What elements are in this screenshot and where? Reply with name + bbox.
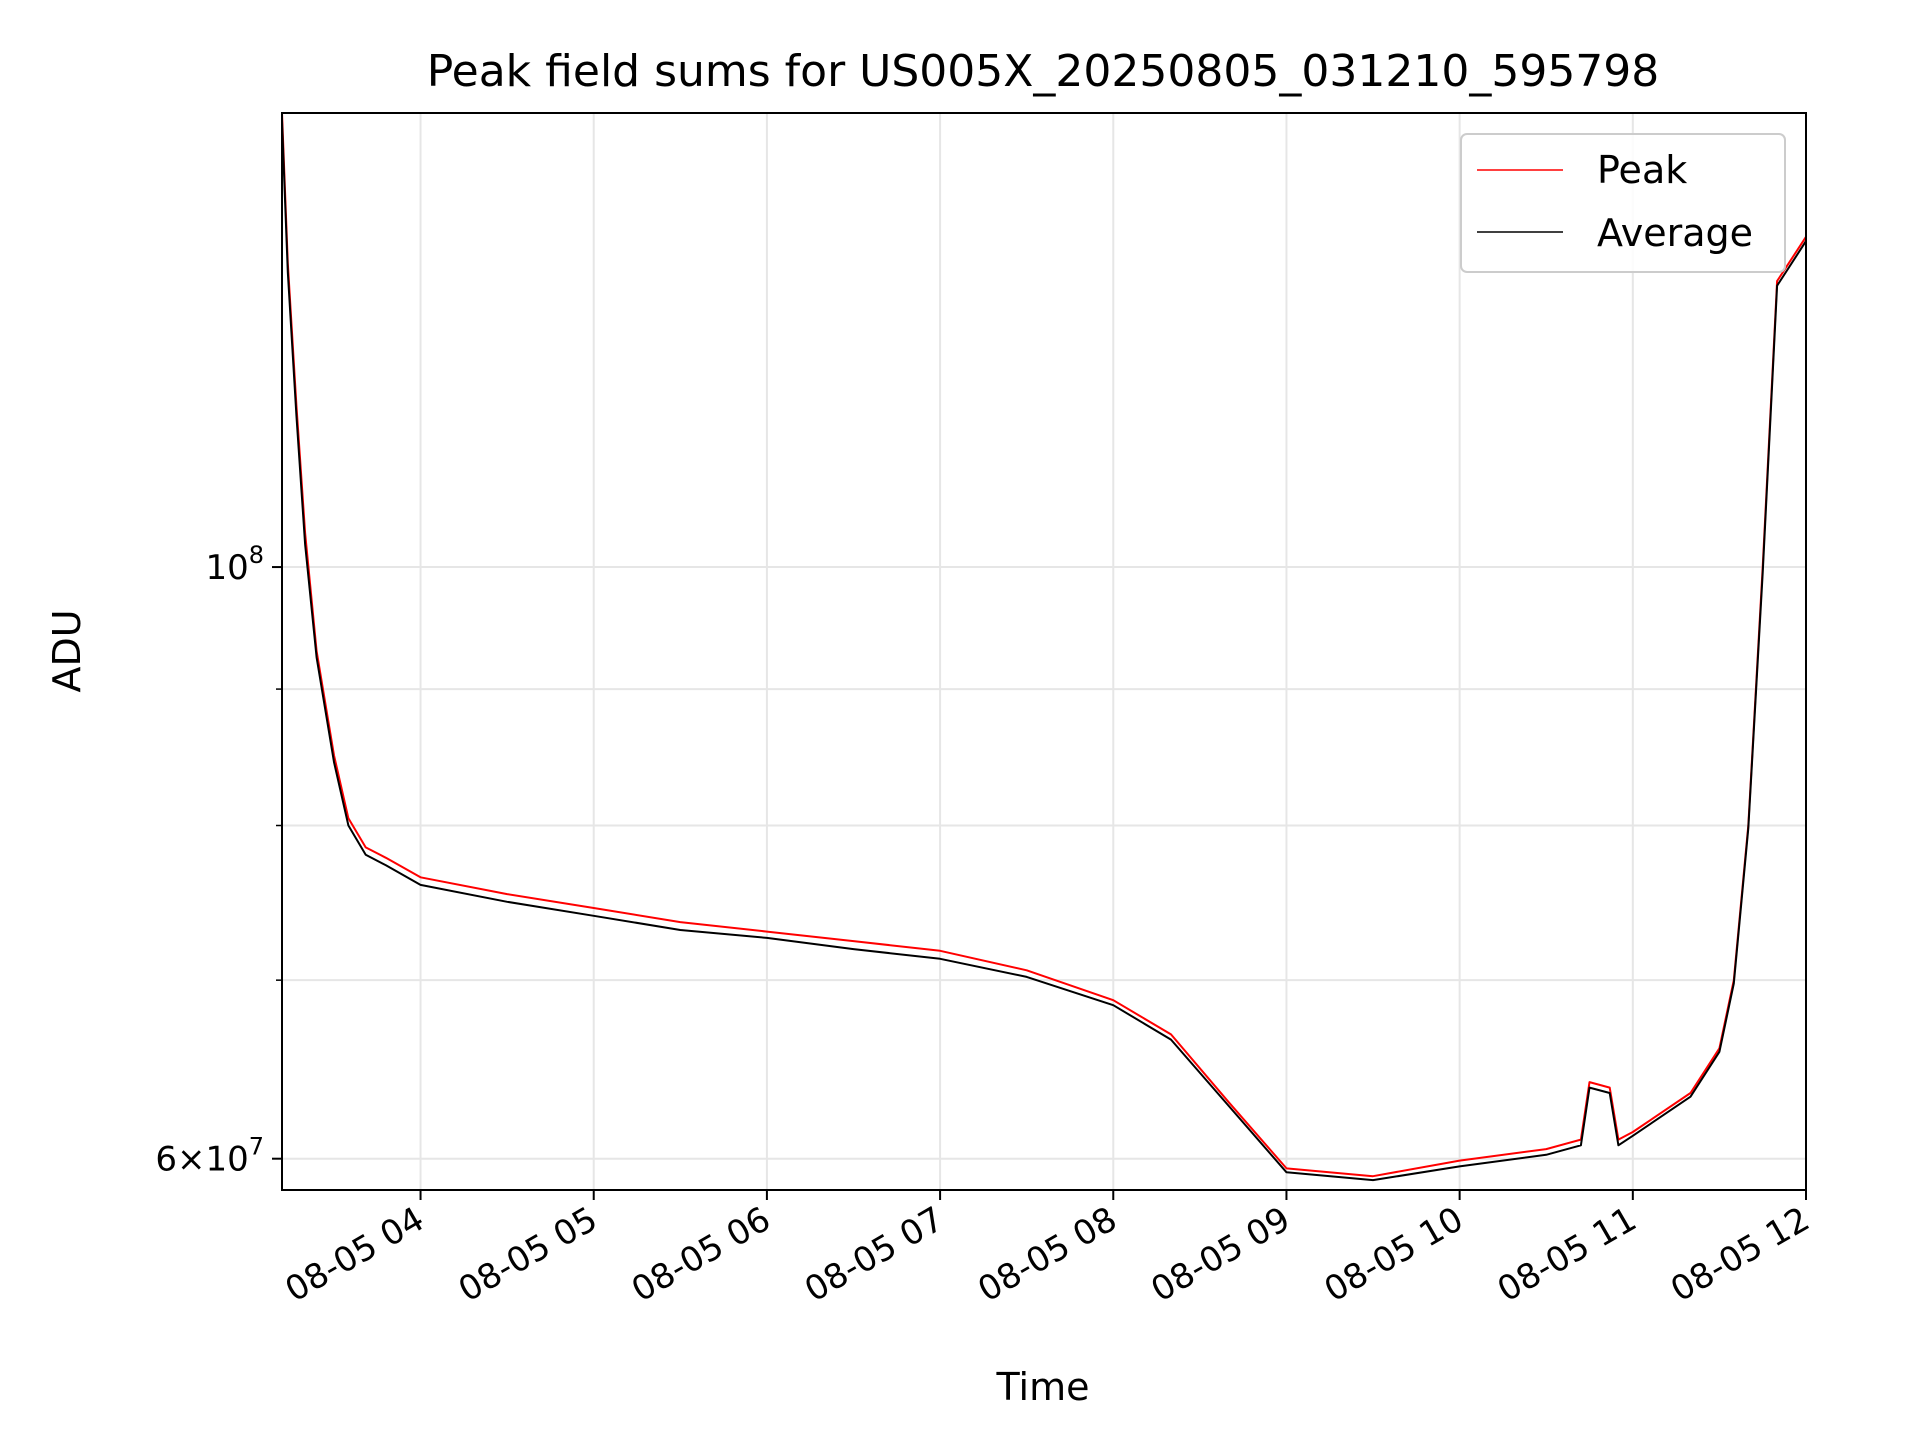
series-line-peak [281,112,1807,1178]
legend: Peak Average [1460,133,1786,273]
grid [282,113,1807,1190]
x-tick-label: 08-05 08 [971,1199,1123,1310]
axis-ticks: 08-05 04 08-05 05 08-05 06 08-05 07 08-05 08… [155,541,1816,1310]
x-axis-label: Time [996,1365,1090,1409]
x-tick-label: 08-05 05 [452,1199,604,1310]
x-tick-label: 08-05 09 [1145,1199,1297,1310]
x-tick-label: 08-05 10 [1318,1199,1470,1310]
x-tick-label: 08-05 12 [1664,1199,1816,1310]
x-tick-label: 08-05 04 [279,1199,431,1310]
x-tick-label: 08-05 07 [798,1199,950,1310]
series-line-average [281,120,1807,1182]
legend-box [1460,133,1786,273]
x-tick-label: 08-05 11 [1491,1199,1643,1310]
legend-average-label: Average [1597,211,1753,255]
y-tick-label: 6×107 [155,1133,264,1180]
series-lines [281,112,1807,1182]
y-axis-label: ADU [45,609,89,692]
x-tick-label: 08-05 06 [625,1199,777,1310]
plot-frame [281,112,1807,1191]
legend-peak-label: Peak [1597,148,1687,192]
chart-title: Peak field sums for US005X_20250805_0312… [427,46,1660,97]
y-tick-label: 108 [205,541,264,588]
